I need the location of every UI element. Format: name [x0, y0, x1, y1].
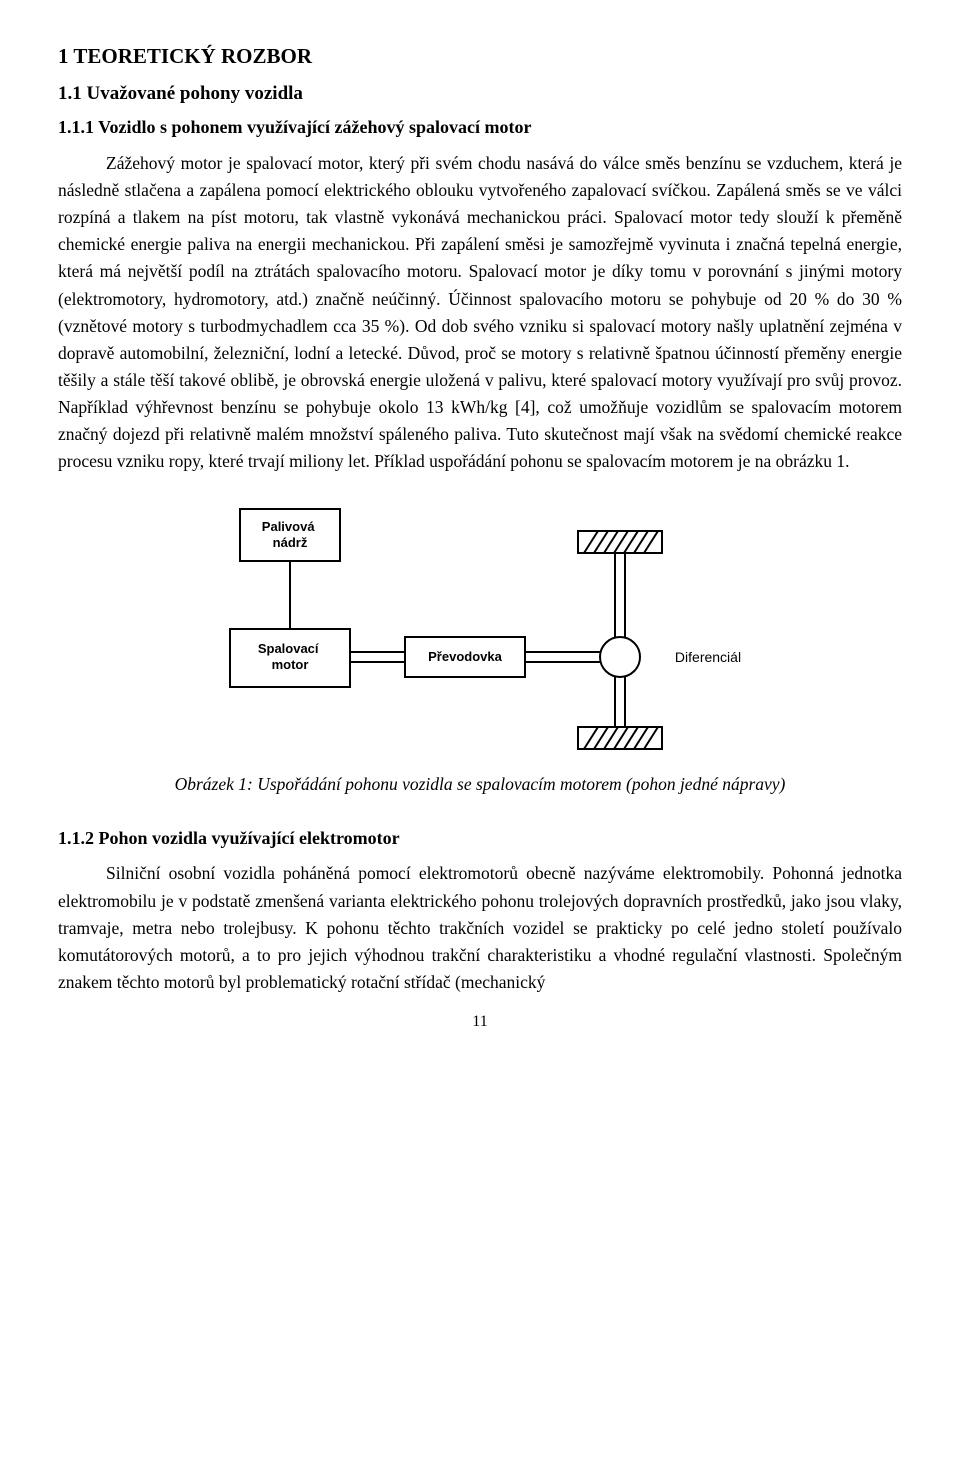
- paragraph-1: Zážehový motor je spalovací motor, který…: [58, 150, 902, 476]
- page-number: 11: [58, 1010, 902, 1035]
- label-differential: Diferenciál: [675, 649, 741, 665]
- paragraph-2: Silniční osobní vozidla poháněná pomocí …: [58, 860, 902, 996]
- figure-1-diagram: Palivová nádrž Spalovací motor Převodovk…: [170, 491, 790, 761]
- label-gearbox: Převodovka: [428, 649, 502, 664]
- heading-3b: 1.1.2 Pohon vozidla využívající elektrom…: [58, 825, 902, 853]
- heading-1: 1 TEORETICKÝ ROZBOR: [58, 40, 902, 73]
- figure-1-caption: Obrázek 1: Uspořádání pohonu vozidla se …: [58, 771, 902, 798]
- heading-3a: 1.1.1 Vozidlo s pohonem využívající záže…: [58, 114, 902, 142]
- heading-2: 1.1 Uvažované pohony vozidla: [58, 79, 902, 108]
